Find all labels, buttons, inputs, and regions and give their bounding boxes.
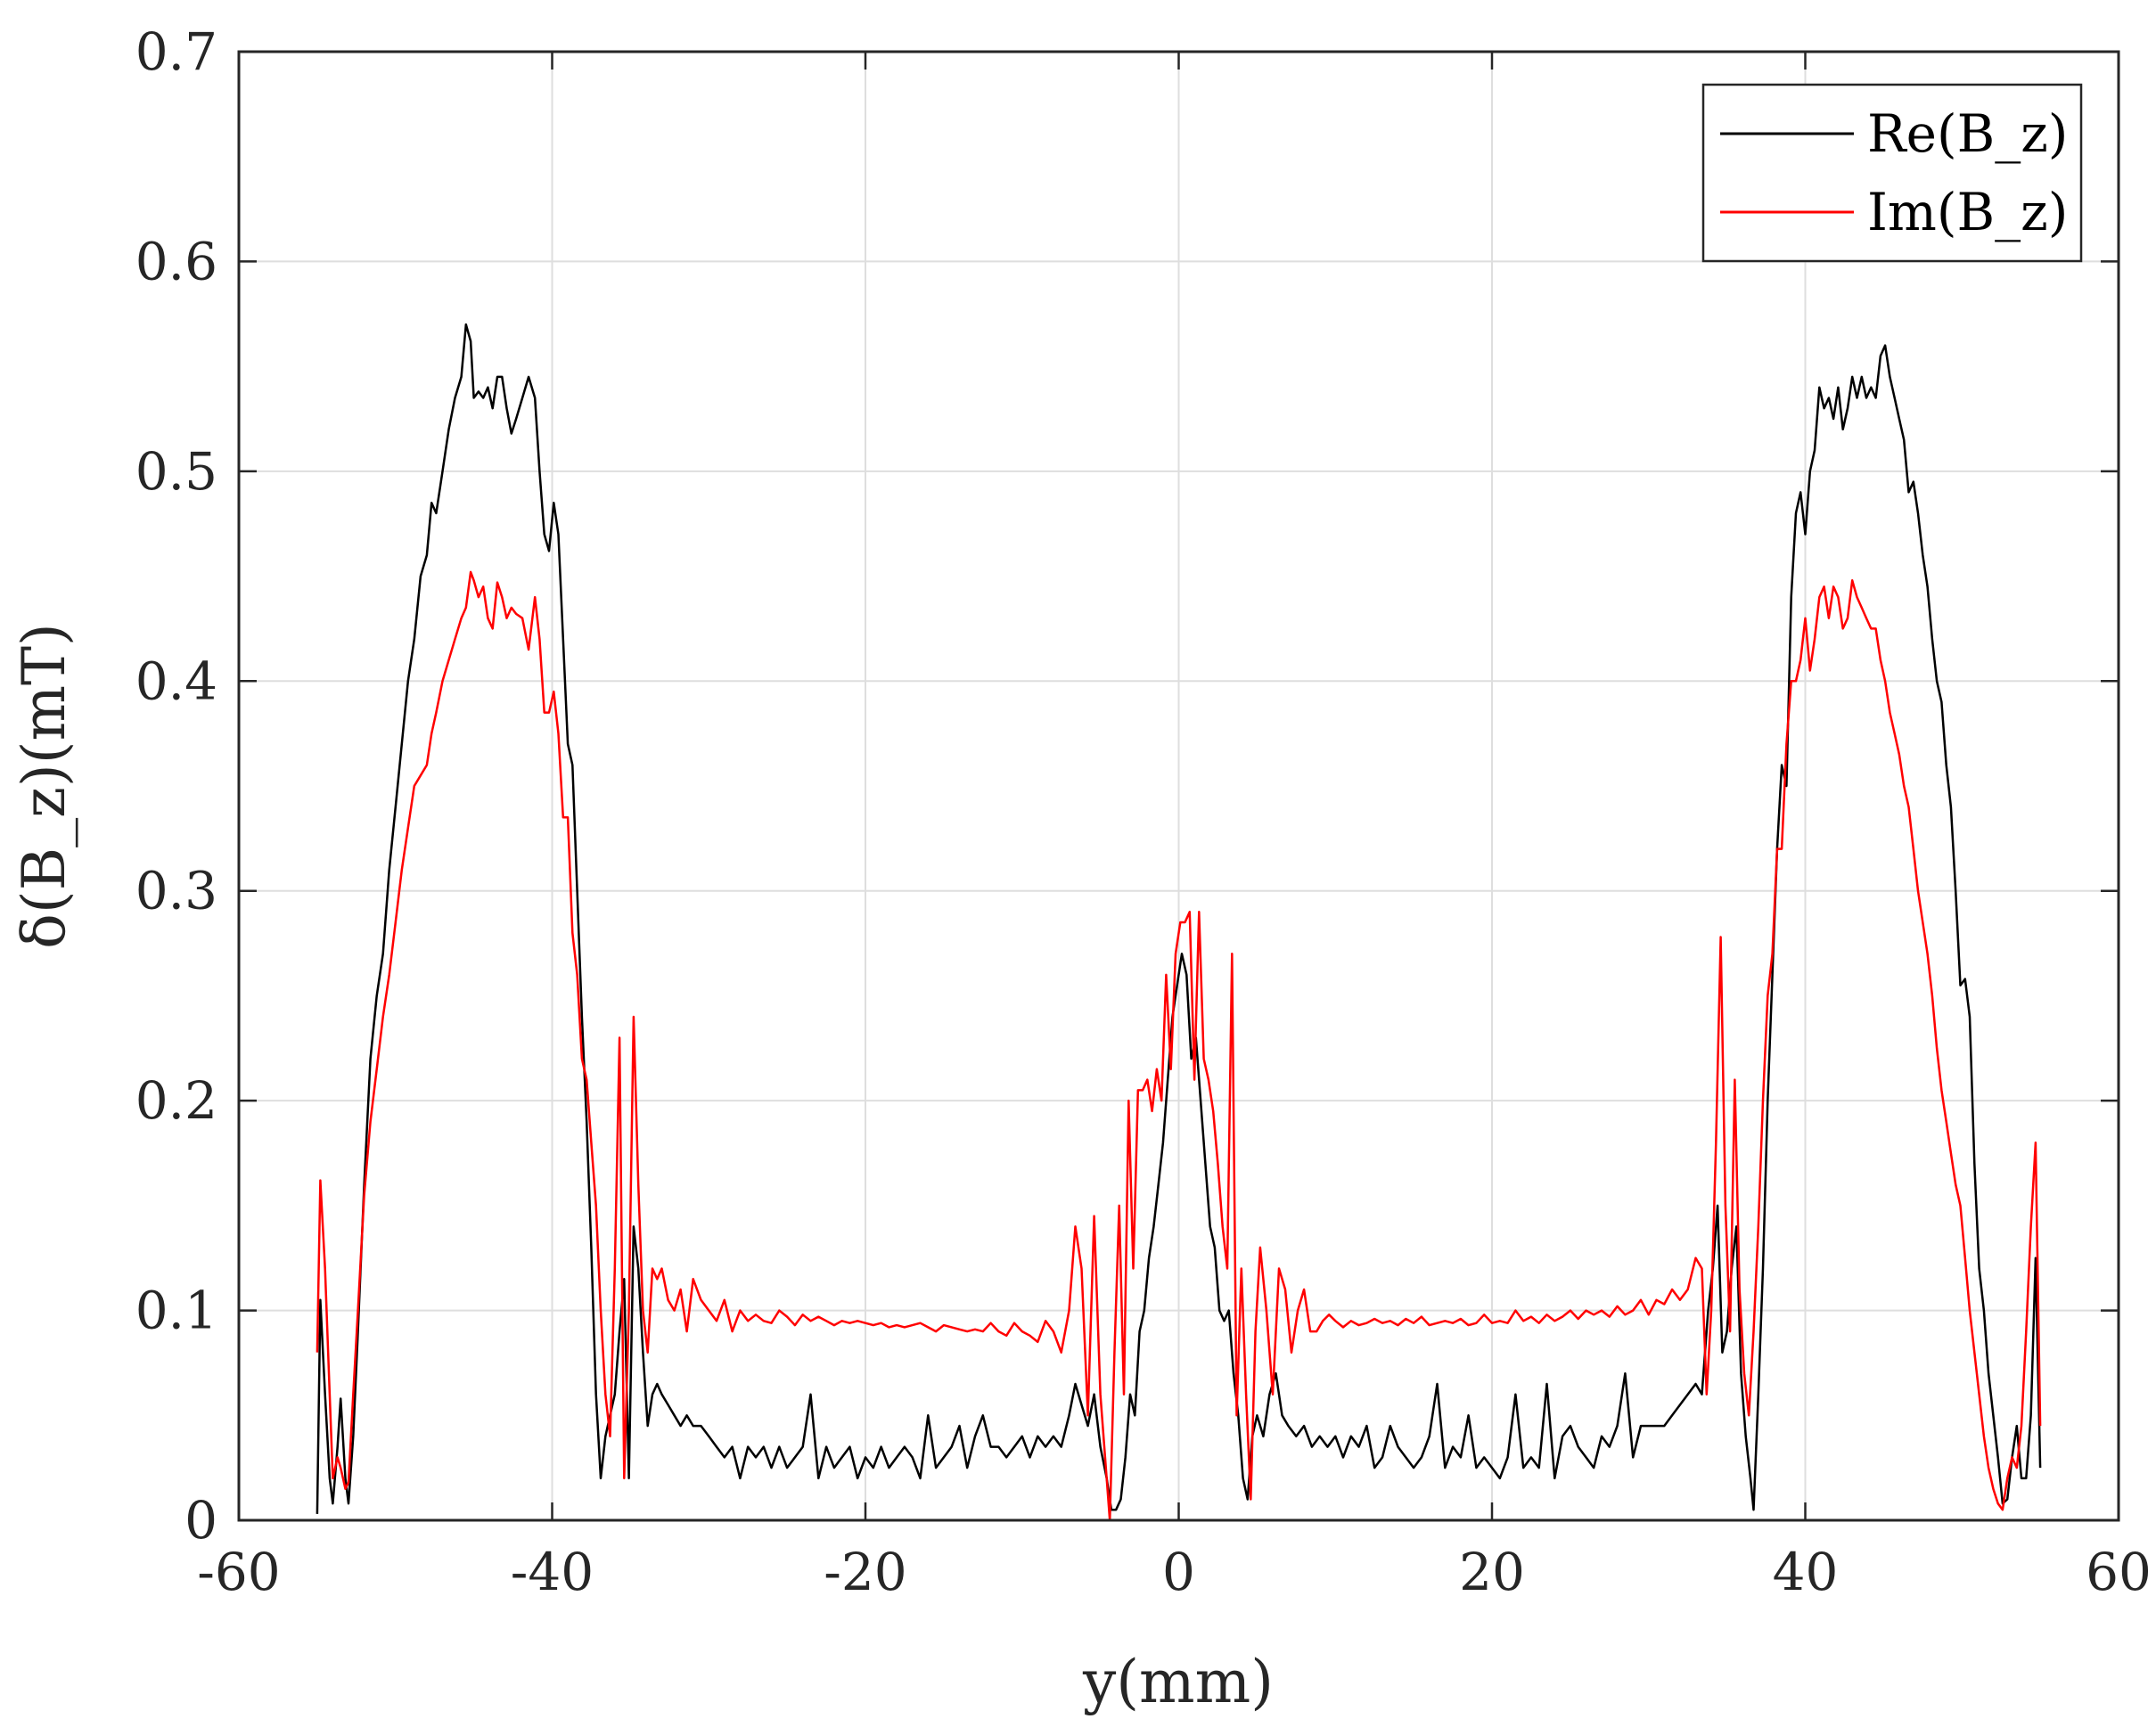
y-tick-labels: 0 0.1 0.2 0.3 0.4 0.5 0.6 0.7 — [135, 21, 217, 1551]
series-layer — [316, 323, 2042, 1522]
y-tick-label: 0.1 — [135, 1281, 217, 1341]
x-tick-label: 40 — [1773, 1542, 1839, 1602]
y-tick-label: 0.7 — [135, 21, 217, 82]
y-tick-label: 0.2 — [135, 1070, 217, 1131]
legend-label-im: Im(B_z) — [1867, 182, 2068, 242]
ticks — [237, 50, 2120, 1522]
x-tick-label: 0 — [1162, 1542, 1195, 1602]
x-axis-label: y(mm) — [1082, 1648, 1274, 1716]
x-tick-label: -20 — [824, 1542, 906, 1602]
y-tick-label: 0.3 — [135, 861, 217, 921]
x-tick-labels: -60 -40 -20 0 20 40 60 — [197, 1542, 2152, 1602]
x-tick-label: -40 — [511, 1542, 594, 1602]
legend-label-re: Re(B_z) — [1867, 103, 2068, 164]
y-tick-label: 0.4 — [135, 651, 217, 711]
series-line-re — [316, 323, 2042, 1514]
y-tick-label: 0 — [184, 1490, 217, 1551]
legend: Re(B_z) Im(B_z) — [1701, 83, 2083, 263]
y-tick-label: 0.6 — [135, 231, 217, 291]
x-tick-label: 60 — [2086, 1542, 2152, 1602]
x-tick-label: 20 — [1459, 1542, 1525, 1602]
legend-box — [1701, 83, 2083, 263]
y-tick-label: 0.5 — [135, 441, 217, 502]
x-tick-label: -60 — [197, 1542, 280, 1602]
series-line-im — [316, 570, 2042, 1522]
y-axis-label: δ(B_z)(mT) — [10, 623, 78, 949]
